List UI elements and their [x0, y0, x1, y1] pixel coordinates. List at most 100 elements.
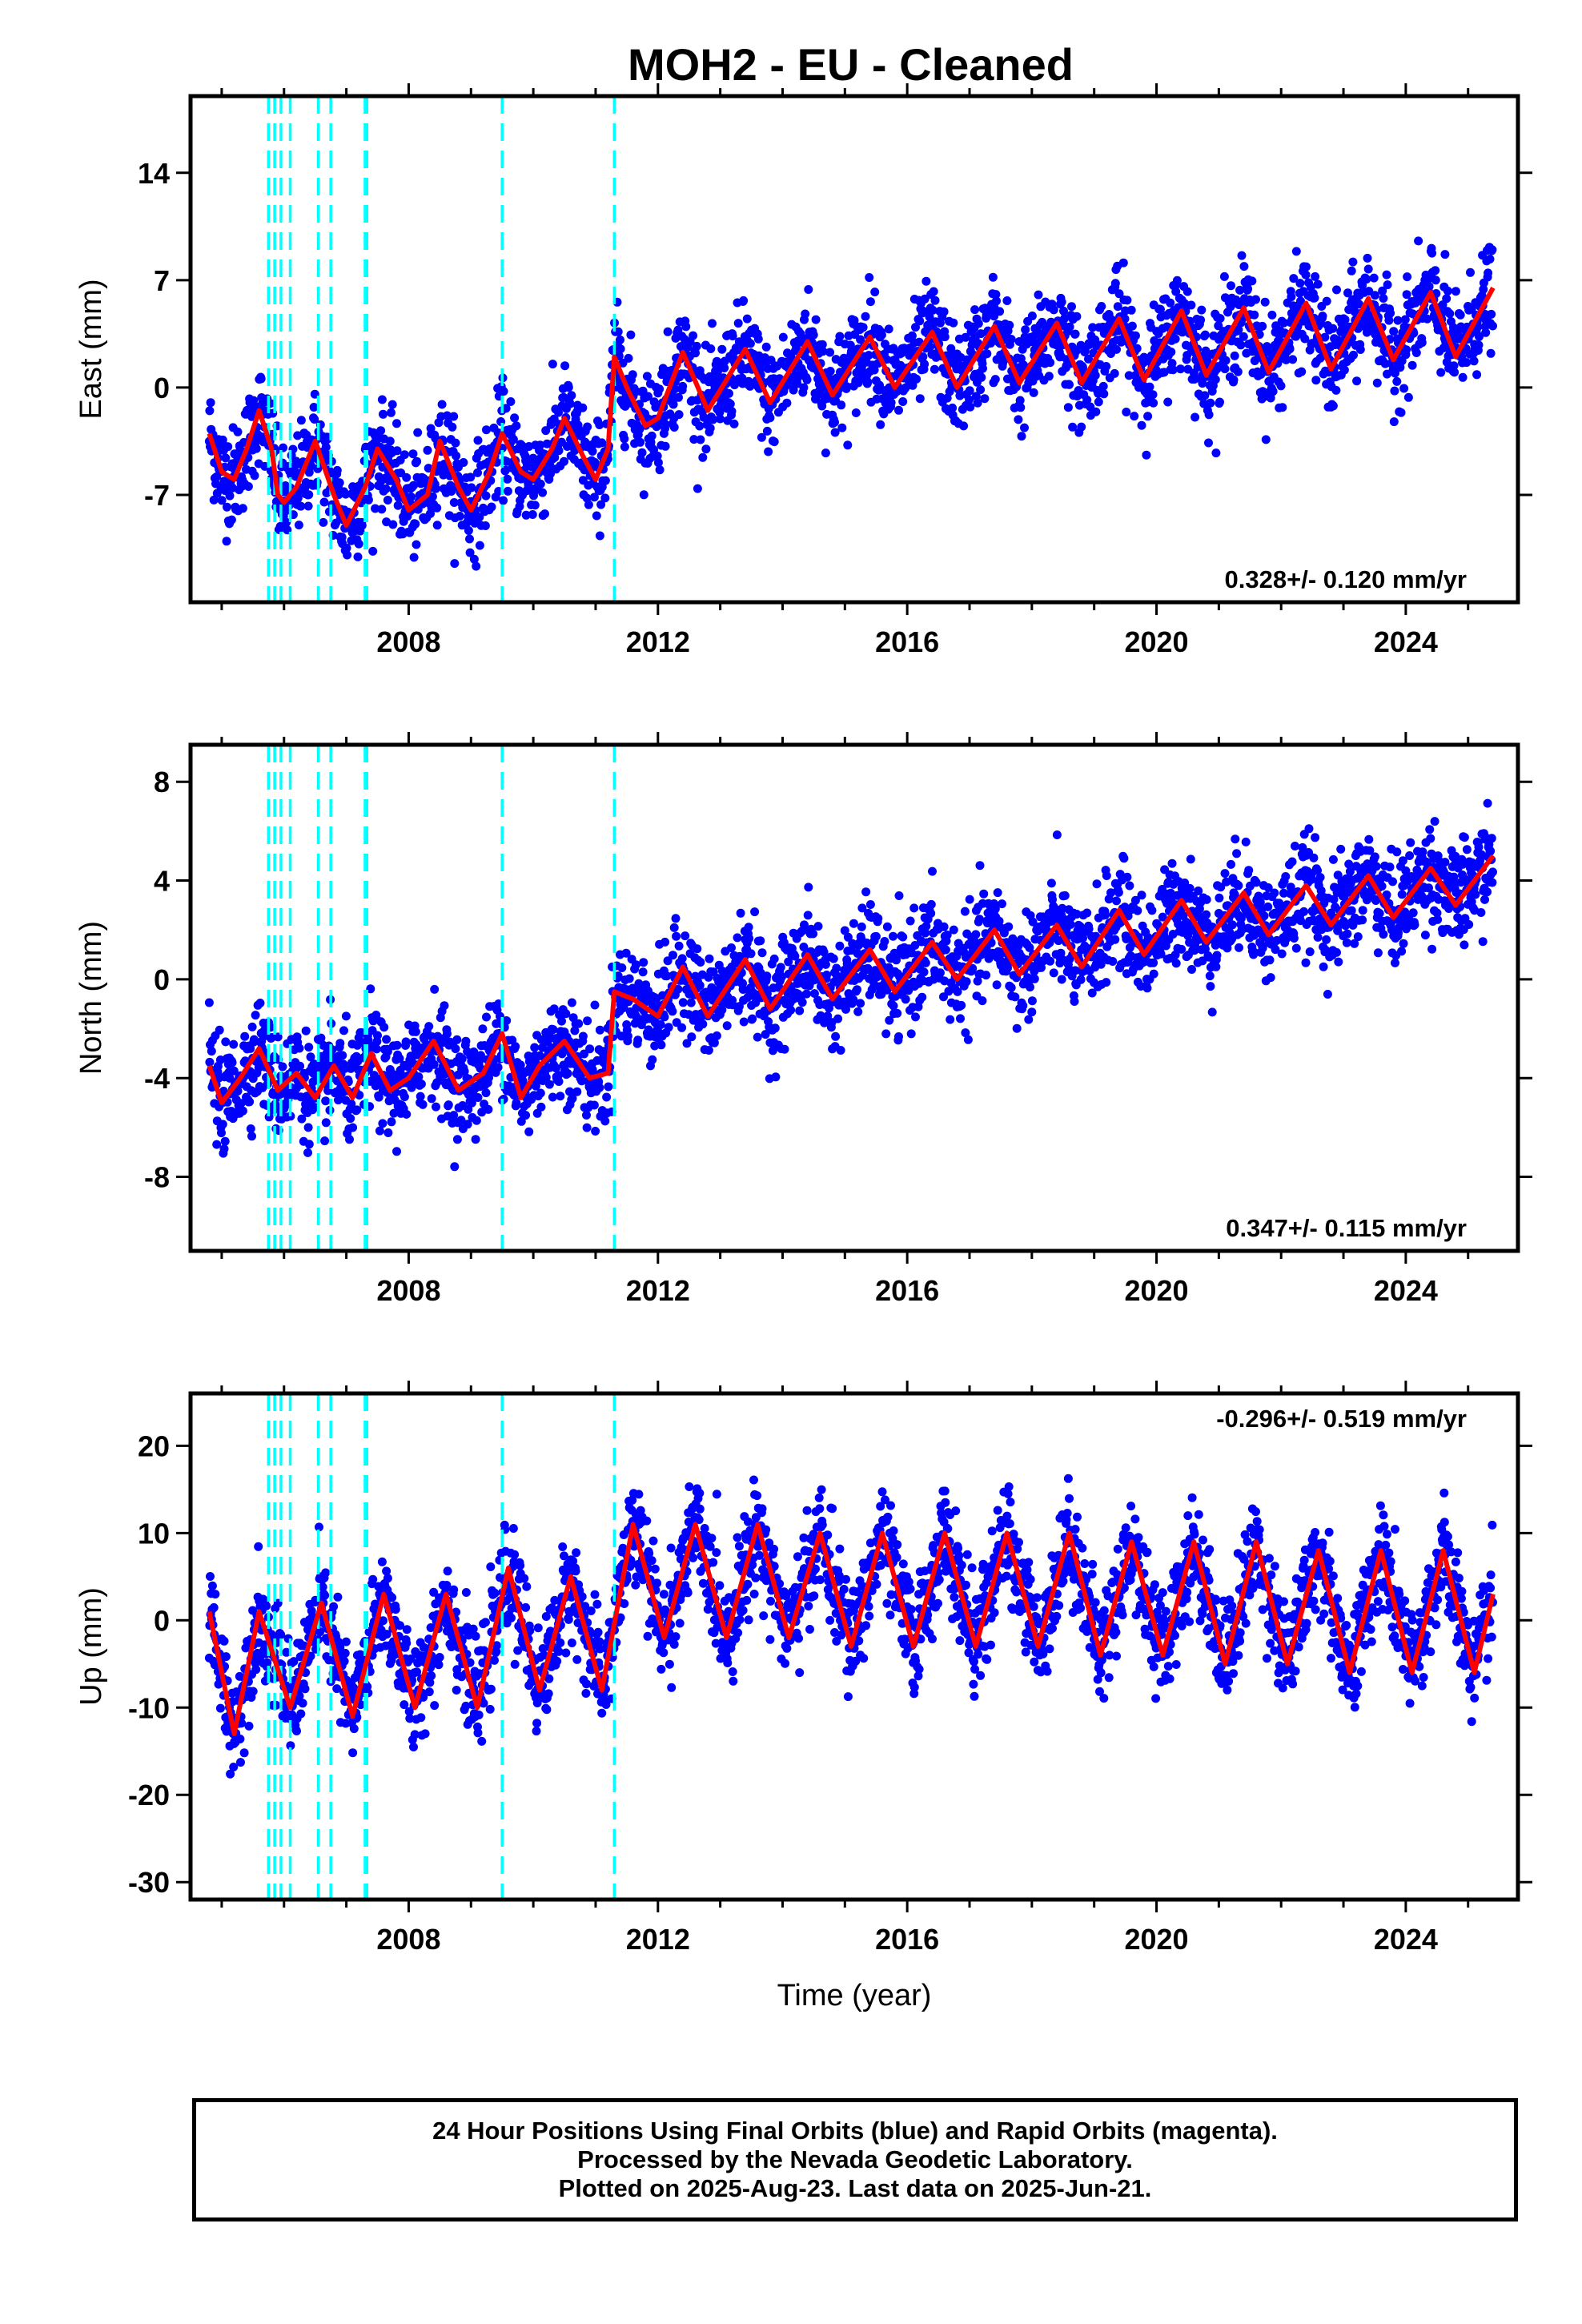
data-point: [1212, 951, 1222, 960]
data-point: [835, 941, 845, 951]
data-point: [978, 996, 987, 1006]
data-point: [510, 413, 520, 423]
data-point: [1205, 971, 1215, 981]
data-point: [1200, 944, 1210, 954]
data-point: [1389, 417, 1399, 427]
data-point: [1237, 251, 1247, 260]
data-point: [1124, 371, 1134, 380]
data-point: [1187, 965, 1196, 974]
data-point: [1363, 253, 1372, 263]
data-point: [499, 1095, 508, 1104]
data-point: [1403, 272, 1412, 282]
data-point: [1488, 321, 1497, 331]
data-point: [354, 539, 363, 549]
data-point: [1130, 331, 1140, 340]
data-point: [620, 434, 629, 444]
data-point: [464, 1104, 473, 1114]
data-point: [1276, 381, 1286, 391]
data-point: [822, 971, 832, 979]
data-point: [1171, 287, 1181, 296]
data-point: [1087, 988, 1097, 998]
data-point: [1230, 351, 1239, 360]
data-point: [309, 403, 319, 412]
data-point: [865, 900, 875, 909]
data-point: [1211, 962, 1221, 971]
data-point: [368, 546, 378, 556]
data-point: [880, 937, 889, 946]
data-point: [554, 408, 563, 417]
data-point: [1072, 312, 1082, 321]
data-point: [466, 472, 476, 482]
data-point: [1066, 919, 1075, 929]
data-point: [894, 891, 904, 900]
data-point: [672, 931, 681, 941]
data-point: [528, 453, 538, 463]
data-point: [962, 977, 971, 987]
data-point: [1084, 924, 1094, 934]
data-point: [831, 1031, 841, 1041]
data-point: [1110, 935, 1120, 944]
data-point: [475, 541, 484, 550]
data-point: [865, 273, 874, 282]
data-point: [1149, 398, 1158, 408]
data-point: [698, 452, 708, 462]
data-point: [882, 922, 892, 931]
data-point: [1102, 362, 1111, 371]
data-point: [1206, 982, 1215, 991]
data-point: [273, 1032, 283, 1042]
data-points: [204, 798, 1497, 1172]
data-point: [704, 1046, 713, 1055]
data-point: [1362, 275, 1371, 284]
data-point: [769, 437, 779, 447]
data-point: [928, 866, 937, 876]
data-point: [748, 1014, 757, 1023]
data-point: [582, 1111, 591, 1120]
data-point: [381, 484, 391, 493]
data-point: [383, 1128, 393, 1137]
data-point: [1084, 354, 1093, 364]
data-point: [750, 907, 760, 917]
data-point: [595, 1025, 604, 1035]
data-point: [383, 496, 392, 505]
data-point: [1384, 316, 1394, 325]
data-point: [499, 496, 508, 505]
data-point: [1234, 325, 1243, 335]
data-point: [626, 330, 636, 340]
data-point: [457, 1054, 467, 1063]
data-point: [819, 947, 829, 957]
data-point: [1020, 423, 1029, 432]
data-point: [682, 1039, 692, 1048]
data-point: [662, 971, 672, 981]
data-point: [303, 1148, 312, 1157]
data-point: [591, 1127, 600, 1136]
data-point: [582, 1123, 592, 1132]
data-point: [423, 445, 432, 455]
data-point: [1331, 385, 1341, 395]
data-point: [554, 1077, 564, 1086]
data-point: [768, 1046, 777, 1055]
data-point: [722, 1021, 732, 1031]
data-point: [1092, 879, 1102, 889]
data-point: [733, 933, 742, 943]
data-point: [585, 1044, 595, 1054]
data-point: [786, 1005, 796, 1015]
data-point: [476, 1051, 485, 1060]
data-point: [1393, 316, 1403, 325]
data-point: [884, 324, 893, 334]
data-point: [821, 959, 830, 969]
data-point: [613, 327, 623, 336]
data-point: [451, 1044, 460, 1054]
data-point: [793, 379, 802, 388]
data-point: [600, 476, 610, 485]
data-point: [1486, 348, 1496, 358]
data-point: [1485, 255, 1495, 263]
data-point: [1451, 287, 1460, 296]
data-point: [467, 483, 476, 493]
data-point: [642, 372, 652, 381]
data-point: [1279, 318, 1288, 328]
data-point: [1411, 348, 1421, 357]
data-point: [236, 1099, 246, 1108]
data-point: [968, 963, 978, 973]
data-point: [706, 344, 716, 353]
